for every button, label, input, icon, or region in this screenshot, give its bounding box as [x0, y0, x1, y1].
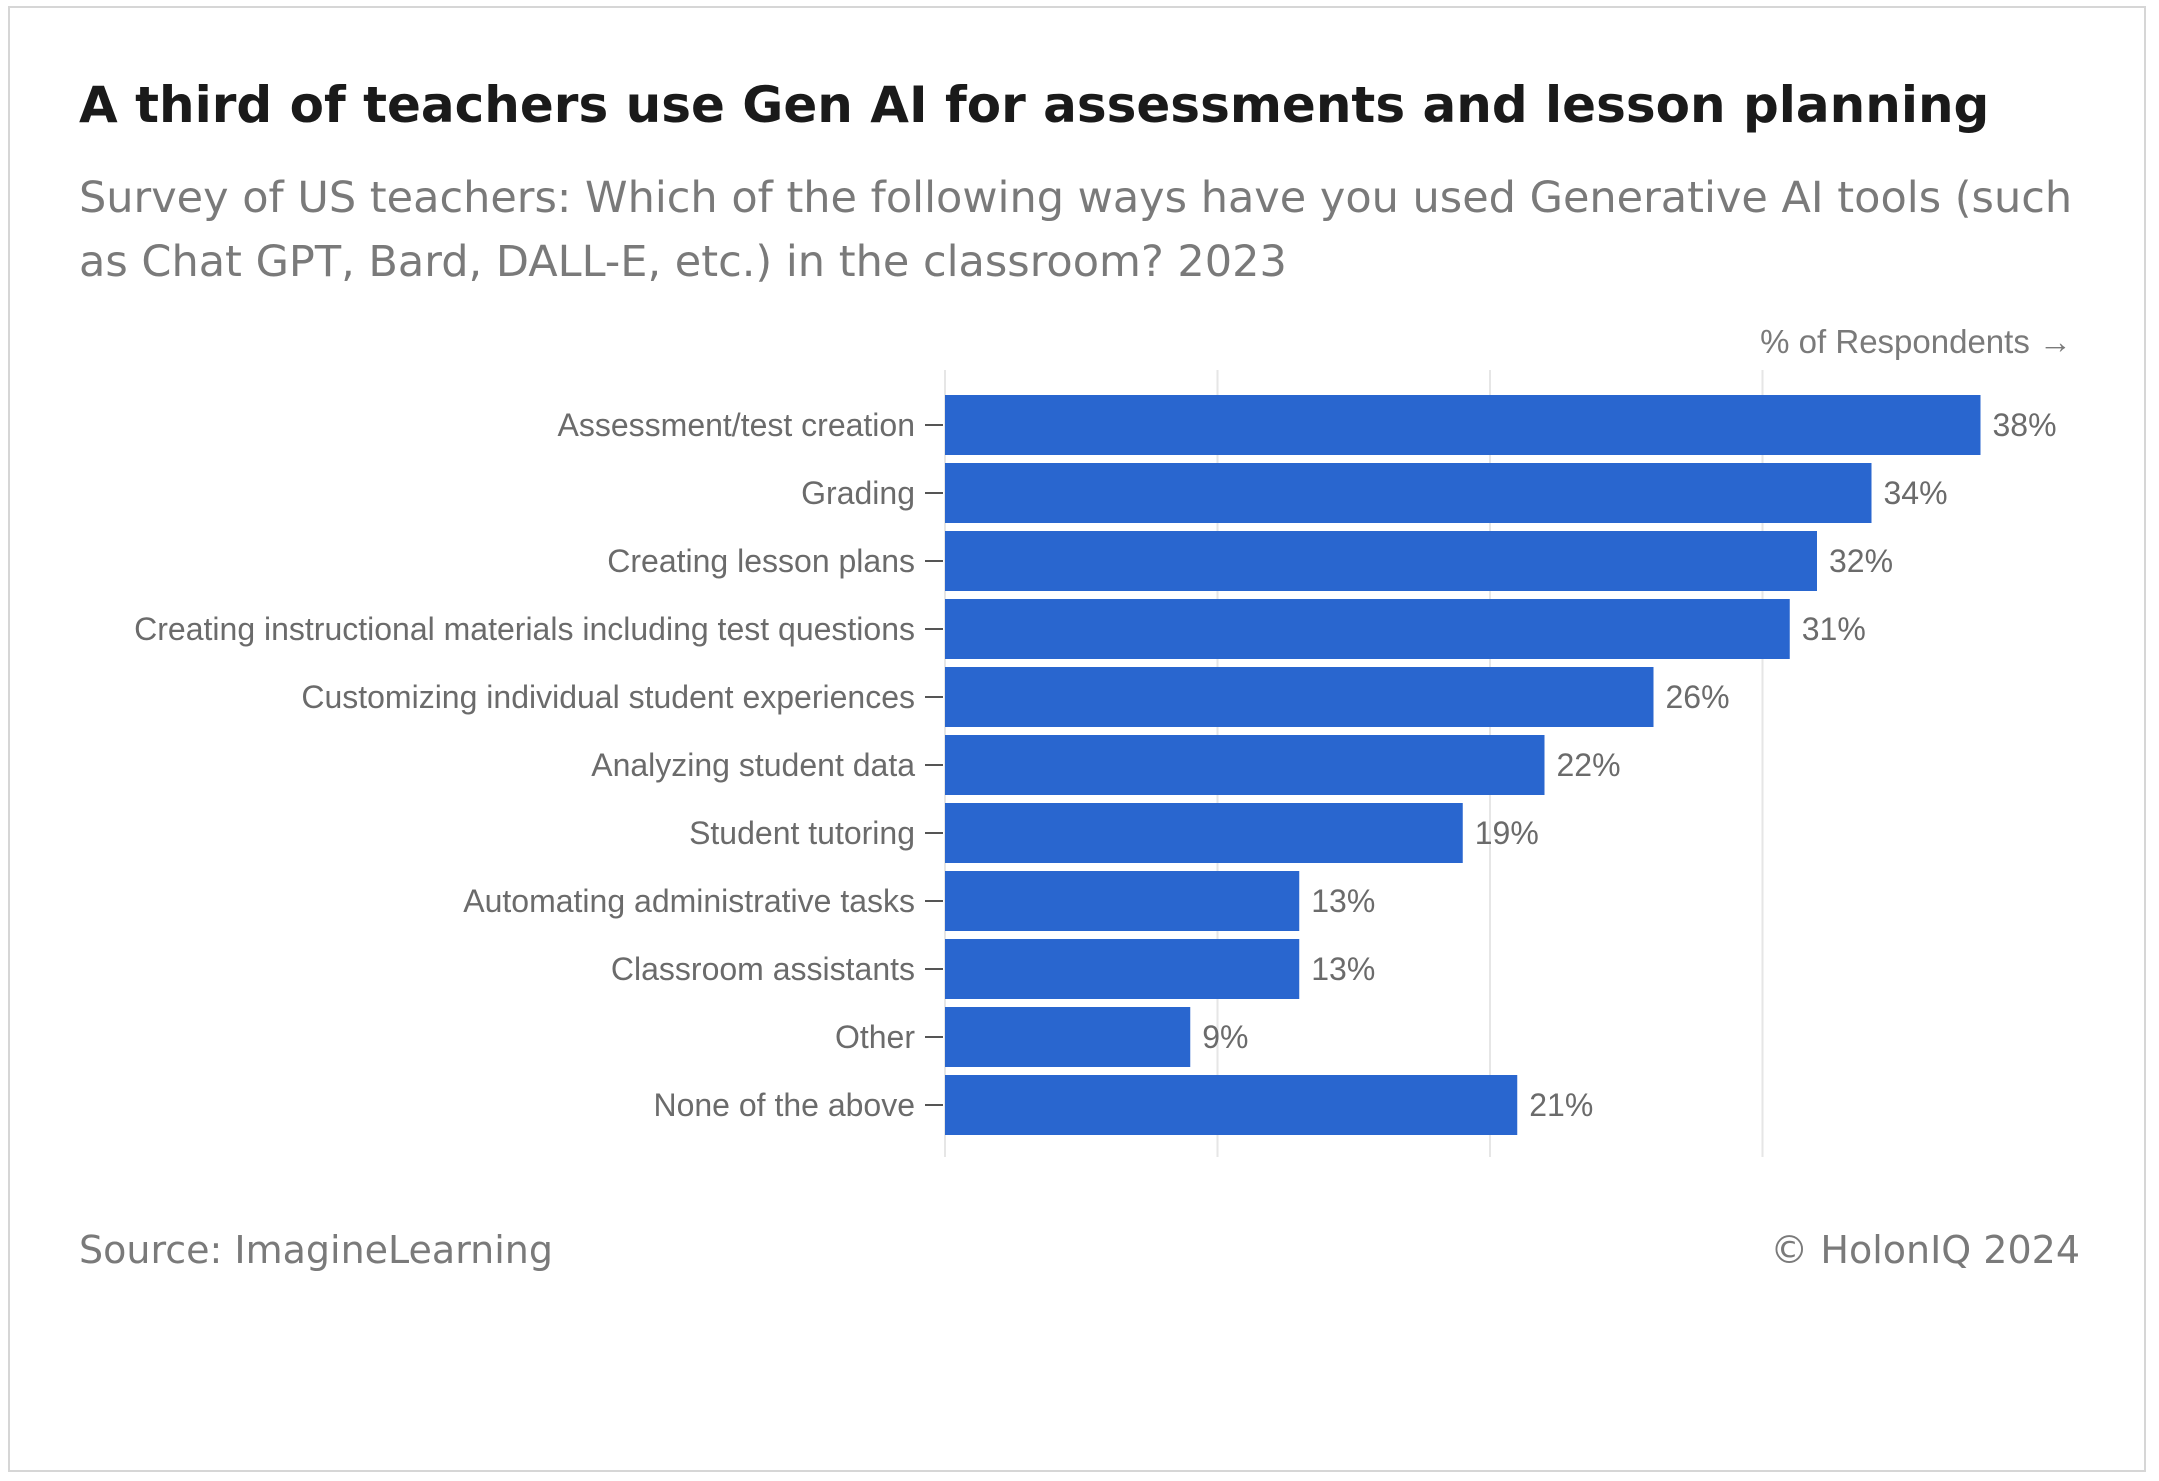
bars [945, 395, 1981, 1135]
value-label: 13% [1311, 951, 1375, 987]
category-label: Classroom assistants [611, 951, 915, 987]
value-label: 34% [1884, 475, 1948, 511]
x-axis-label: % of Respondents → [1760, 323, 2072, 360]
source-note: Source: ImagineLearning [79, 1228, 554, 1272]
category-label: Creating instructional materials includi… [134, 611, 915, 647]
value-labels: 38% 34% 32% 31% 26% 22% 19% 13% 13% 9% 21% [1202, 407, 2056, 1123]
bar [945, 531, 1817, 591]
value-label: 19% [1475, 815, 1539, 851]
value-label: 21% [1529, 1087, 1593, 1123]
category-label: Creating lesson plans [607, 543, 915, 579]
bar [945, 1075, 1518, 1135]
category-label: Student tutoring [689, 815, 915, 851]
bar [945, 1007, 1191, 1067]
bar [945, 939, 1300, 999]
category-label: Assessment/test creation [558, 407, 915, 443]
bar [945, 803, 1463, 863]
category-label: Automating administrative tasks [463, 883, 915, 919]
bar [945, 599, 1790, 659]
bar [945, 395, 1981, 455]
category-labels: Assessment/test creation Grading Creating … [134, 407, 943, 1123]
bar [945, 463, 1872, 523]
value-label: 26% [1666, 679, 1730, 715]
value-label: 9% [1202, 1019, 1248, 1055]
chart-subtitle: Survey of US teachers: Which of the foll… [79, 173, 2073, 287]
bar [945, 667, 1654, 727]
chart-title: A third of teachers use Gen AI for asses… [79, 76, 1990, 134]
category-label: Analyzing student data [591, 747, 915, 783]
value-label: 13% [1311, 883, 1375, 919]
category-label: Grading [801, 475, 915, 511]
copyright-note: © HolonIQ 2024 [1770, 1228, 2080, 1272]
value-label: 38% [1993, 407, 2057, 443]
category-label: None of the above [653, 1087, 915, 1123]
category-label: Customizing individual student experienc… [301, 679, 915, 715]
value-label: 22% [1557, 747, 1621, 783]
value-label: 32% [1829, 543, 1893, 579]
category-label: Other [835, 1019, 915, 1055]
value-label: 31% [1802, 611, 1866, 647]
bar [945, 735, 1545, 795]
bar [945, 871, 1300, 931]
